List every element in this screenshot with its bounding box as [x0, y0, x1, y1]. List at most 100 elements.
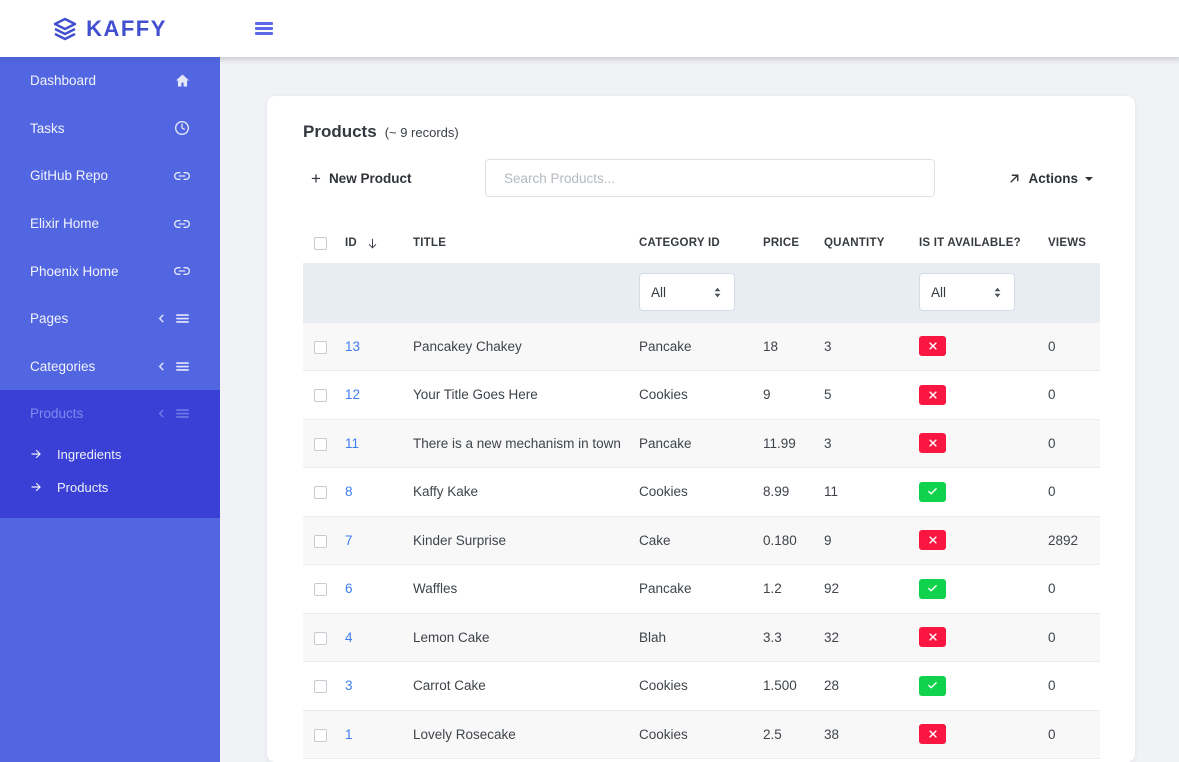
row-checkbox[interactable] [314, 680, 327, 694]
sidebar-item-phoenix-home[interactable]: Phoenix Home [0, 247, 220, 295]
menu-icon[interactable] [175, 311, 190, 326]
x-icon [928, 439, 937, 447]
table-row: 7 Kinder Surprise Cake 0.180 9 2892 [303, 515, 1100, 565]
sidebar-item-label: GitHub Repo [30, 168, 109, 184]
product-category: Blah [639, 612, 763, 662]
product-id-link[interactable]: 4 [345, 629, 353, 645]
product-price: 11.99 [763, 418, 824, 468]
products-table: ID TITLE CATEGORY ID PRICE QUANTITY IS I… [303, 223, 1100, 759]
availability-badge [919, 578, 946, 599]
product-id-link[interactable]: 13 [345, 338, 361, 354]
sidebar-subitem-products[interactable]: Products [0, 471, 220, 504]
sidebar-item-pages[interactable]: Pages [0, 295, 220, 343]
product-views: 2892 [1048, 515, 1100, 565]
hamburger-menu-icon[interactable] [255, 22, 273, 35]
product-title: Lovely Rosecake [413, 709, 639, 759]
check-icon [928, 682, 937, 689]
clock-icon [175, 121, 189, 136]
row-checkbox[interactable] [314, 486, 327, 500]
product-category: Cookies [639, 709, 763, 759]
product-views: 0 [1048, 321, 1100, 371]
chevron-left-icon[interactable] [156, 313, 167, 324]
sidebar-item-elixir-home[interactable]: Elixir Home [0, 200, 220, 248]
sidebar-item-github-repo[interactable]: GitHub Repo [0, 152, 220, 200]
row-checkbox[interactable] [314, 728, 327, 742]
plus-icon: + [311, 168, 321, 188]
sidebar-item-products[interactable]: Products [0, 390, 220, 438]
page-title: Products [303, 122, 377, 141]
product-category: Pancake [639, 321, 763, 371]
availability-badge [919, 530, 946, 551]
sidebar-subitem-label: Products [57, 479, 109, 495]
row-checkbox[interactable] [314, 534, 327, 548]
sort-descending-icon[interactable] [366, 237, 379, 250]
sidebar-item-dashboard[interactable]: Dashboard [0, 57, 220, 105]
sidebar-item-label: Products [30, 406, 84, 422]
sidebar-item-tasks[interactable]: Tasks [0, 105, 220, 153]
product-price: 9 [763, 370, 824, 419]
menu-icon[interactable] [175, 359, 190, 374]
availability-badge [919, 433, 946, 454]
arrow-up-right-icon [1011, 174, 1019, 182]
menu-icon[interactable] [175, 406, 190, 421]
sidebar-item-categories[interactable]: Categories [0, 343, 220, 391]
column-header-id[interactable]: ID [345, 237, 357, 249]
product-title: Kaffy Kake [413, 467, 639, 516]
main-content: Products (~ 9 records) + New Product Act… [220, 57, 1179, 762]
x-icon [928, 536, 937, 544]
select-all-checkbox[interactable] [314, 236, 327, 250]
row-checkbox[interactable] [314, 340, 327, 354]
products-table-body: 13 Pancakey Chakey Pancake 18 3 0 12 You… [303, 321, 1100, 759]
product-category: Cookies [639, 370, 763, 419]
availability-badge [919, 724, 946, 745]
product-id-link[interactable]: 1 [345, 726, 353, 742]
table-row: 6 Waffles Pancake 1.2 92 0 [303, 564, 1100, 613]
home-icon [175, 74, 190, 87]
new-product-button[interactable]: + New Product [303, 170, 411, 187]
product-id-link[interactable]: 12 [345, 387, 361, 403]
actions-dropdown-button[interactable]: Actions [1008, 171, 1099, 186]
new-product-label: New Product [328, 170, 412, 186]
row-checkbox[interactable] [314, 631, 327, 645]
check-icon [928, 585, 937, 592]
product-price: 8.99 [763, 467, 824, 516]
chevron-down-icon [1085, 177, 1093, 181]
toolbar: + New Product Actions [303, 159, 1099, 197]
availability-filter-select[interactable]: All [919, 273, 1015, 312]
product-title: Kinder Surprise [413, 515, 639, 565]
arrow-right-icon [31, 450, 41, 459]
table-row: 4 Lemon Cake Blah 3.3 32 0 [303, 612, 1100, 662]
actions-label: Actions [1028, 170, 1078, 186]
layers-icon [53, 17, 77, 40]
search-input[interactable] [484, 159, 935, 197]
row-checkbox[interactable] [314, 583, 327, 597]
product-title: Your Title Goes Here [413, 370, 639, 419]
product-id-link[interactable]: 6 [345, 581, 353, 597]
records-count: (~ 9 records) [384, 125, 459, 140]
product-views: 0 [1048, 709, 1100, 759]
category-filter-value: All [651, 284, 667, 300]
chevron-left-icon[interactable] [156, 408, 167, 419]
chevron-left-icon[interactable] [156, 361, 167, 372]
row-checkbox[interactable] [314, 437, 327, 451]
column-header-price: PRICE [763, 237, 800, 249]
product-views: 0 [1048, 467, 1100, 516]
product-price: 2.5 [763, 709, 824, 759]
sidebar-item-label: Pages [30, 311, 69, 327]
sidebar-item-label: Dashboard [30, 73, 97, 89]
brand-logo[interactable]: KAFFY [0, 16, 220, 42]
sidebar-subitem-ingredients[interactable]: Ingredients [0, 438, 220, 471]
product-id-link[interactable]: 8 [345, 484, 353, 500]
product-id-link[interactable]: 11 [345, 435, 360, 451]
availability-badge [919, 481, 946, 502]
row-checkbox[interactable] [314, 389, 327, 403]
product-id-link[interactable]: 7 [345, 532, 353, 548]
x-icon [928, 633, 937, 641]
product-category: Cookies [639, 661, 763, 710]
product-quantity: 3 [824, 418, 919, 468]
category-filter-select[interactable]: All [639, 273, 735, 312]
product-id-link[interactable]: 3 [345, 678, 353, 694]
sidebar-item-label: Categories [30, 358, 96, 374]
availability-badge [919, 627, 946, 648]
availability-filter-value: All [931, 284, 947, 300]
